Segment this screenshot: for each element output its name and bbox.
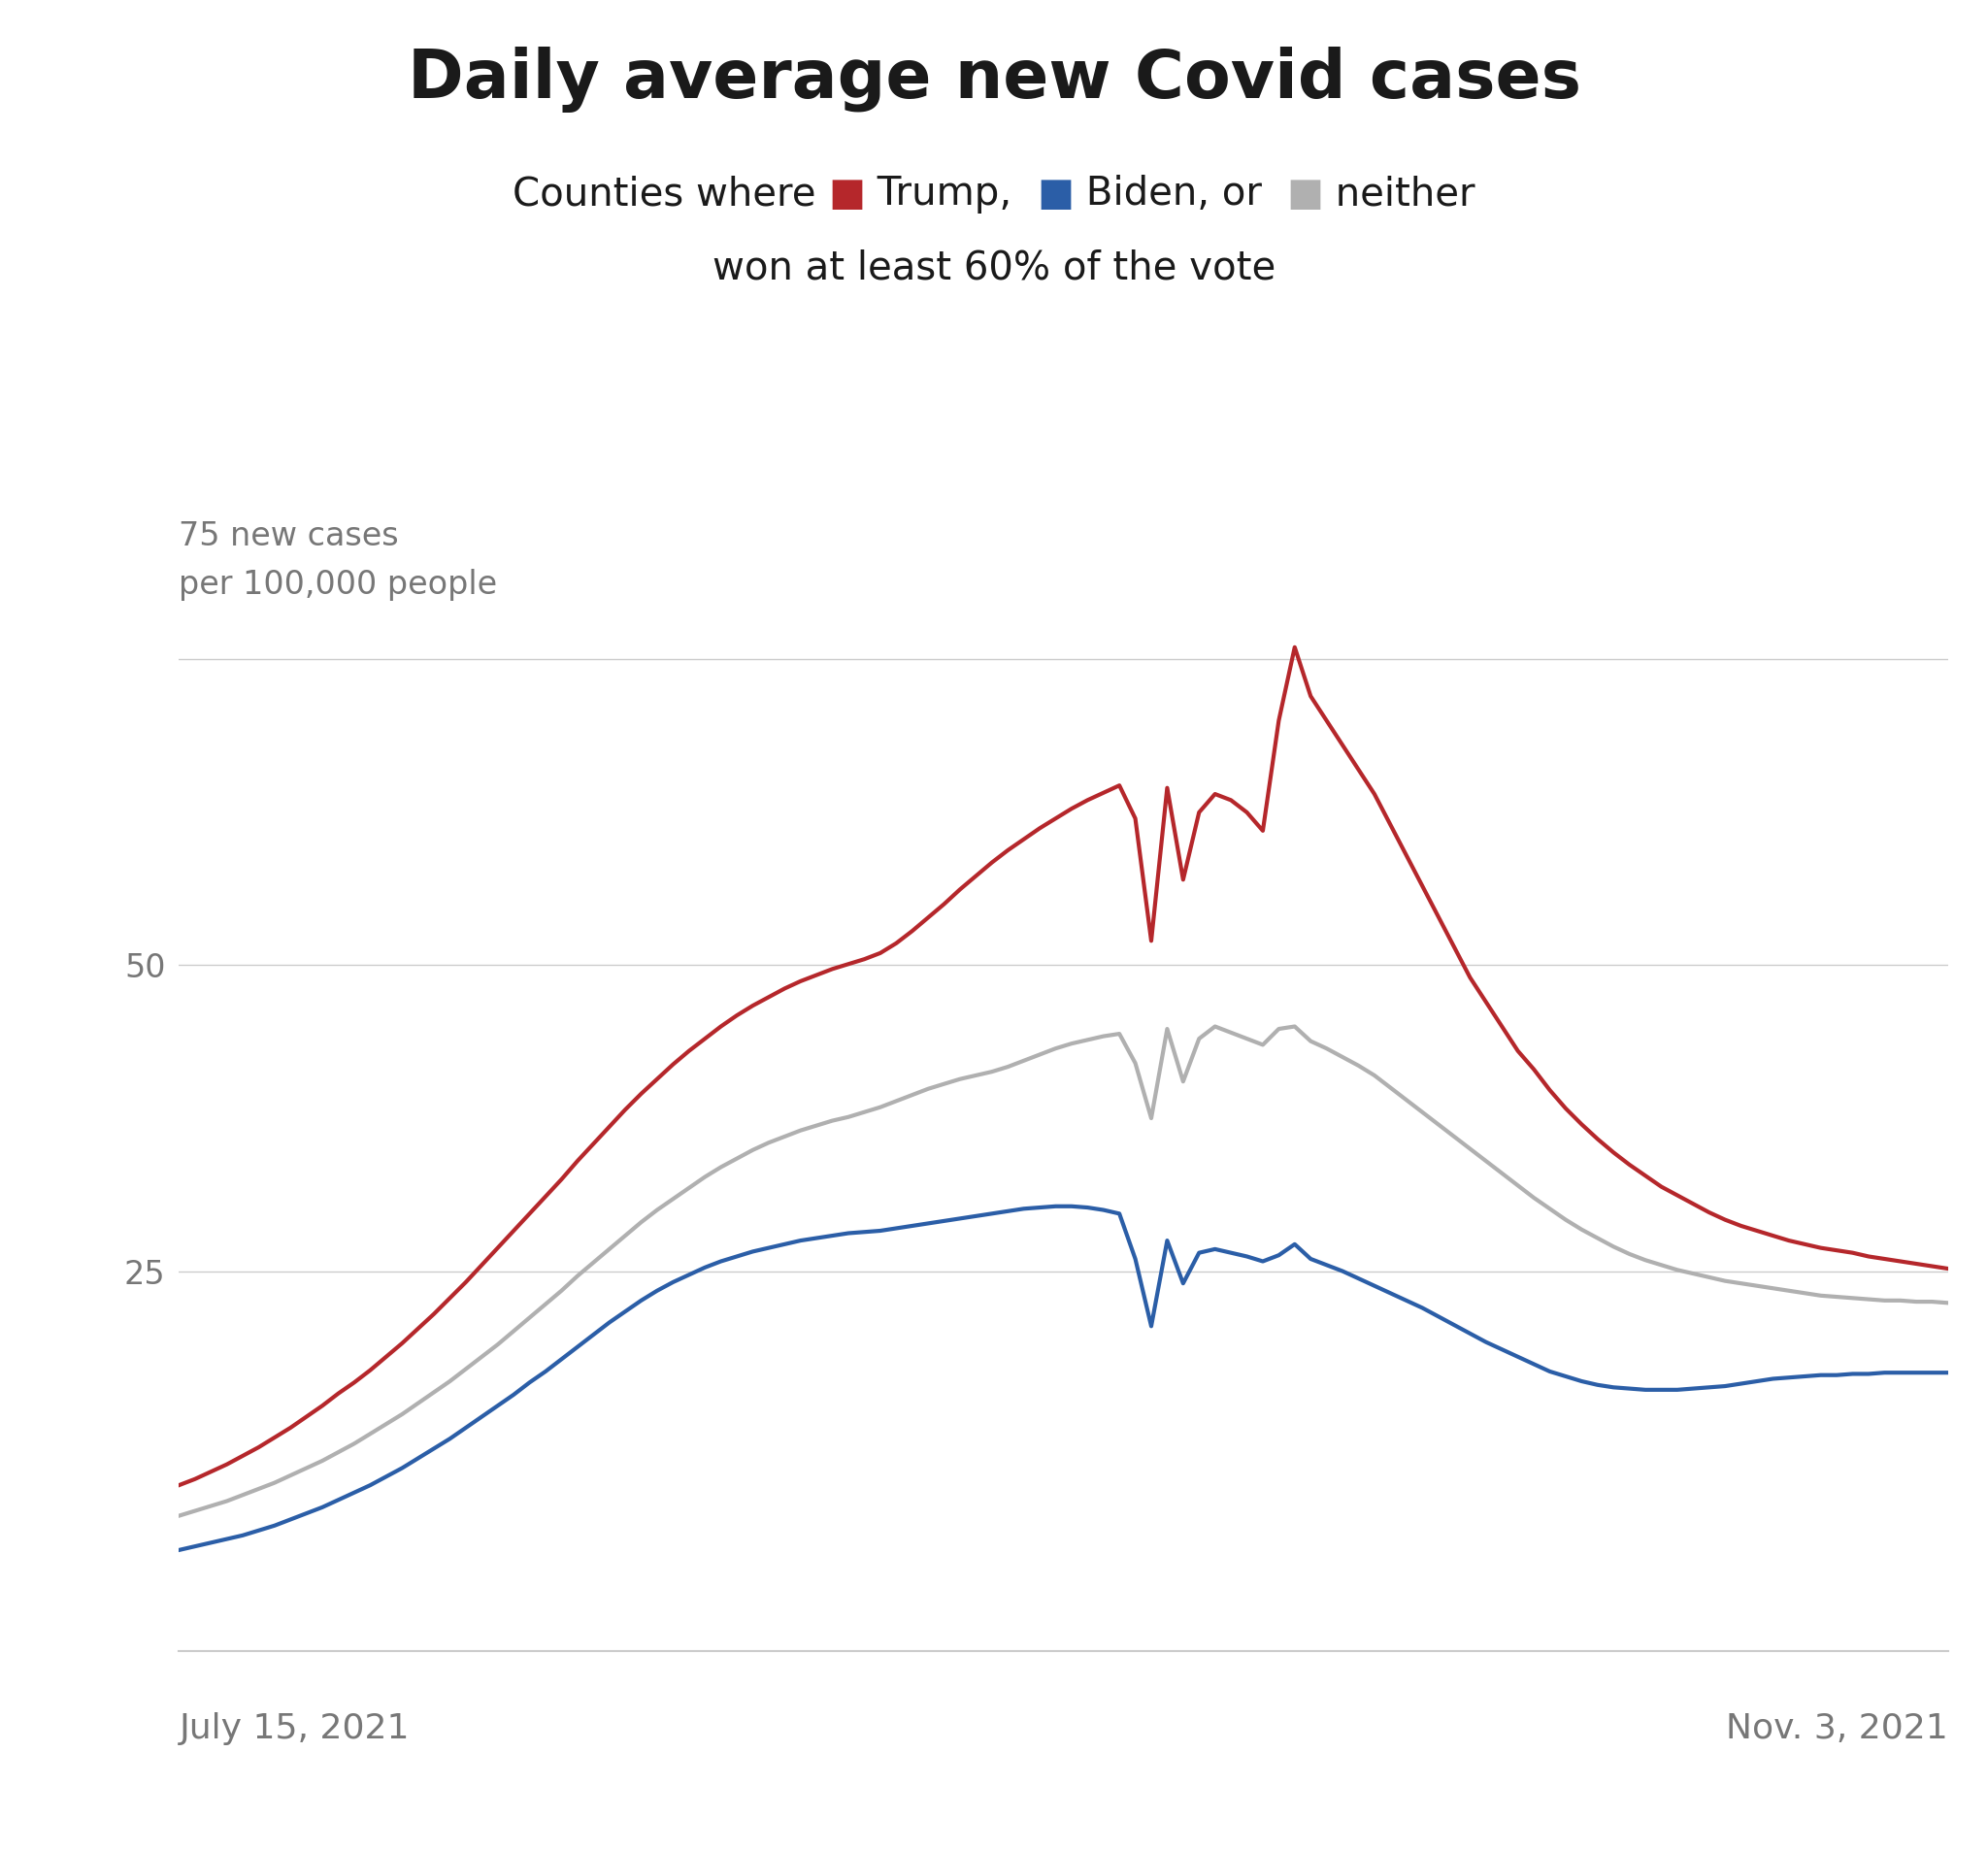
Text: July 15, 2021: July 15, 2021 bbox=[179, 1712, 410, 1745]
Text: Nov. 3, 2021: Nov. 3, 2021 bbox=[1726, 1712, 1948, 1745]
Text: per 100,000 people: per 100,000 people bbox=[179, 568, 497, 600]
Text: ■: ■ bbox=[1286, 176, 1324, 213]
Text: won at least 60% of the vote: won at least 60% of the vote bbox=[712, 250, 1276, 287]
Text: ■: ■ bbox=[1036, 176, 1074, 213]
Text: neither: neither bbox=[1324, 176, 1475, 213]
Text: ■: ■ bbox=[829, 176, 865, 213]
Text: Biden, or: Biden, or bbox=[1074, 176, 1286, 213]
Text: Daily average new Covid cases: Daily average new Covid cases bbox=[408, 46, 1580, 113]
Text: Trump,: Trump, bbox=[865, 176, 1036, 213]
Text: Counties where: Counties where bbox=[513, 176, 829, 213]
Text: 75 new cases: 75 new cases bbox=[179, 520, 400, 553]
